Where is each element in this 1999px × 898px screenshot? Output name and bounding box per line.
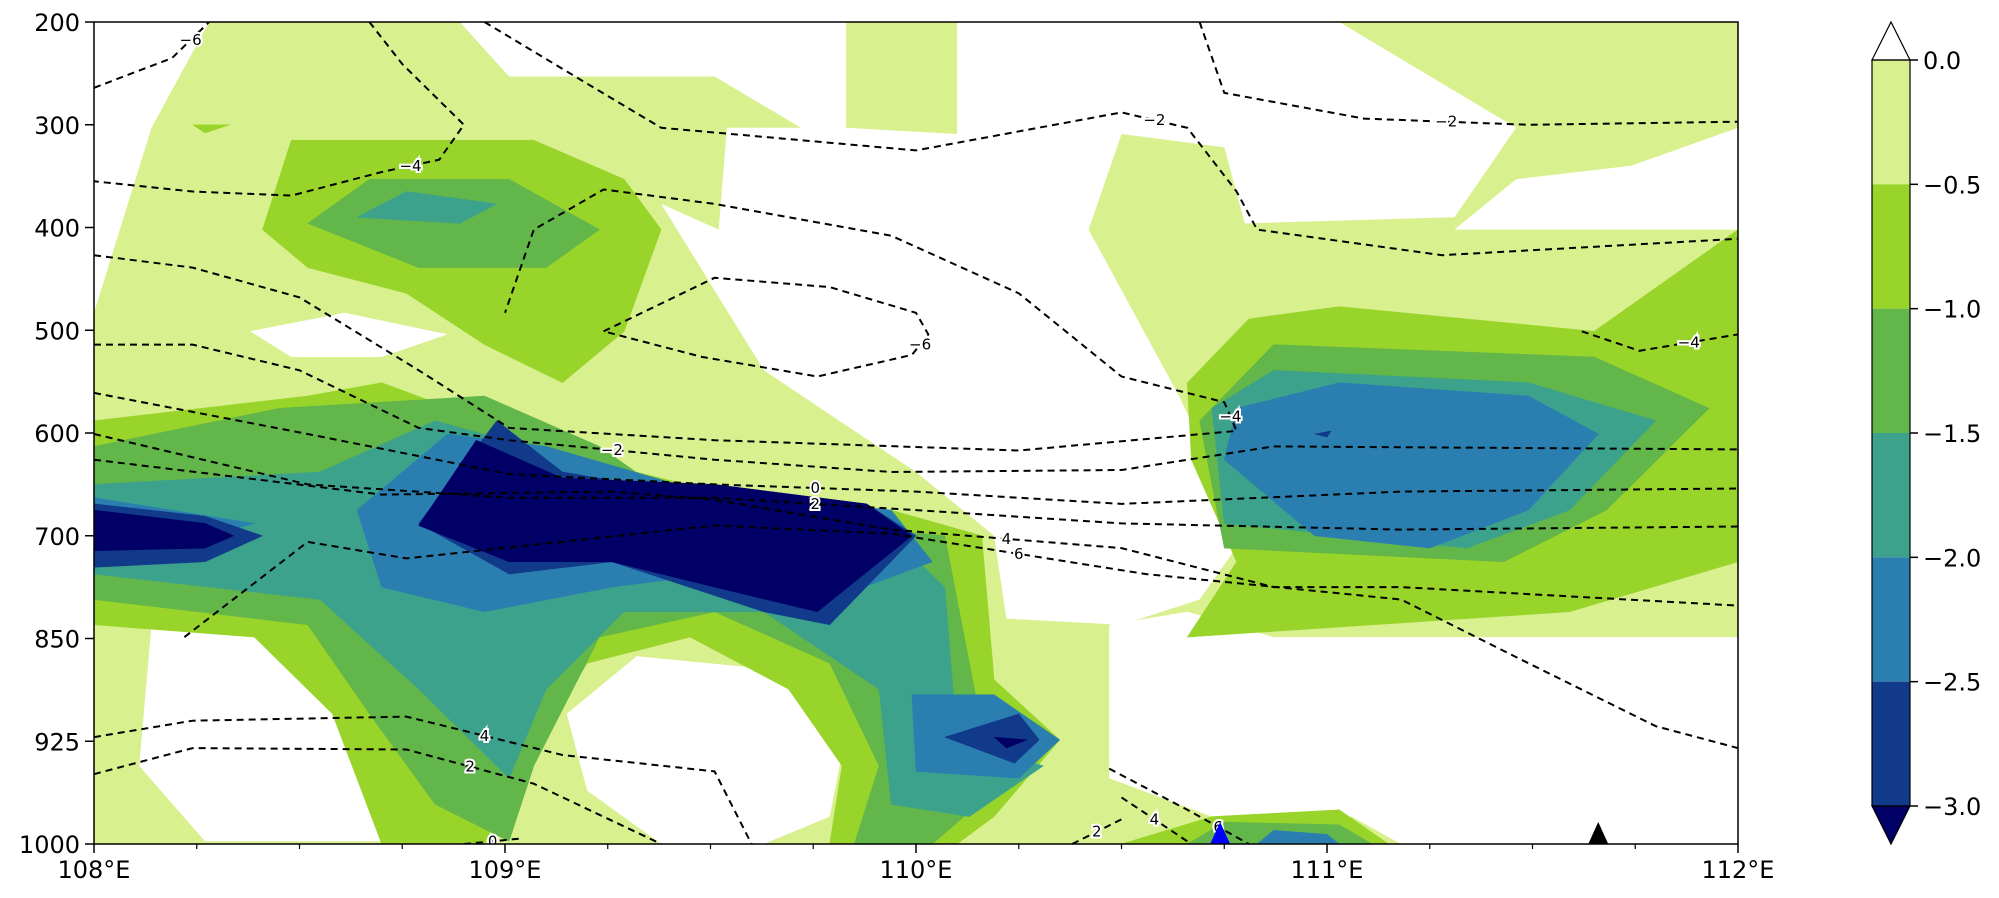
contour-line — [94, 188, 1239, 452]
contour-label: −4 — [399, 157, 421, 175]
contour-line — [603, 276, 930, 378]
axes: 108°E 109°E 110°E 111°E 112°E200300400500600… — [19, 9, 1981, 884]
positive-region — [566, 656, 847, 844]
y-tick-label: 700 — [34, 523, 80, 551]
contour-line — [1071, 818, 1122, 844]
filled-region — [356, 191, 498, 224]
colorbar-tick-label: −3.0 — [1923, 793, 1981, 821]
contour-label: −6 — [180, 31, 202, 49]
contour-label: 4 — [1150, 810, 1160, 828]
x-tick-label: 109°E — [469, 856, 542, 884]
contour-label: −4 — [1219, 408, 1241, 426]
filled-region — [1256, 830, 1340, 844]
contour-line — [94, 343, 1738, 474]
filled-region — [944, 713, 1040, 764]
y-tick-label: 850 — [34, 626, 80, 654]
filled-region — [307, 178, 600, 268]
contour-label: −2 — [601, 441, 623, 459]
colorbar-under — [1871, 805, 1911, 846]
x-tick-label: 110°E — [880, 856, 953, 884]
contour-line — [463, 837, 522, 844]
contour-label: 0 — [488, 832, 498, 850]
y-tick-label: 925 — [34, 728, 80, 756]
filled-region — [94, 509, 235, 552]
filled-region — [191, 124, 230, 134]
contour-line — [1120, 796, 1188, 843]
contour-label: 2 — [465, 758, 475, 776]
station-marker — [1588, 822, 1609, 844]
contour-label: −2 — [1143, 111, 1165, 129]
x-tick-label: 108°E — [58, 856, 131, 884]
station-marker — [1210, 822, 1231, 844]
contour-line — [183, 524, 1738, 750]
colorbar-tick-label: 0.0 — [1923, 47, 1961, 75]
contour-label: 4 — [1002, 530, 1012, 548]
y-tick-label: 1000 — [19, 831, 80, 859]
contour-line — [94, 715, 753, 844]
colorbar-tick-label: −2.0 — [1923, 544, 1981, 572]
contour-line — [483, 22, 1738, 257]
y-tick-label: 200 — [34, 9, 80, 37]
filled-region — [418, 439, 913, 613]
contour-label: 0 — [811, 479, 821, 497]
contour-line — [94, 747, 662, 844]
filled-region — [1314, 430, 1332, 438]
y-tick-label: 400 — [34, 215, 80, 243]
contour-label: −6 — [909, 336, 931, 354]
positive-region — [1109, 611, 1738, 844]
positive-region — [250, 312, 448, 357]
contour-line — [1108, 767, 1250, 844]
x-tick-label: 112°E — [1702, 856, 1775, 884]
contour-label: 6 — [1014, 545, 1024, 563]
filled-region — [1224, 382, 1599, 549]
contour-label: 4 — [480, 727, 490, 745]
contour-label: 2 — [1092, 823, 1102, 841]
colorbar-band — [1872, 557, 1910, 682]
colorbar-tick-label: −0.5 — [1923, 171, 1981, 199]
x-tick-label: 111°E — [1291, 856, 1364, 884]
positive-region — [1454, 127, 1738, 230]
colorbar-band — [1872, 681, 1910, 806]
colorbar-over — [1871, 20, 1911, 61]
contour-line — [1581, 330, 1738, 352]
y-tick-label: 600 — [34, 420, 80, 448]
contour-label: 2 — [811, 495, 821, 513]
y-tick-label: 300 — [34, 112, 80, 140]
contour-line — [94, 433, 1738, 531]
positive-region — [459, 22, 1517, 625]
colorbar-band — [1872, 308, 1910, 433]
filled-contours — [94, 22, 1738, 844]
colorbar-tick-label: −2.5 — [1923, 669, 1981, 697]
y-tick-label: 500 — [34, 317, 80, 345]
colorbar-tick-label: −1.5 — [1923, 420, 1981, 448]
positive-region — [94, 22, 210, 313]
colorbar-band — [1872, 433, 1910, 558]
contour-line — [94, 22, 210, 89]
contour-label: −4 — [1678, 334, 1700, 352]
colorbar-band — [1872, 184, 1910, 309]
contour-label: −2 — [1435, 113, 1457, 131]
colorbar-tick-label: −1.0 — [1923, 296, 1981, 324]
contour-line — [94, 458, 1738, 607]
colorbar-band — [1872, 60, 1910, 185]
filled-region — [993, 736, 1028, 749]
contour-line — [1198, 22, 1738, 126]
